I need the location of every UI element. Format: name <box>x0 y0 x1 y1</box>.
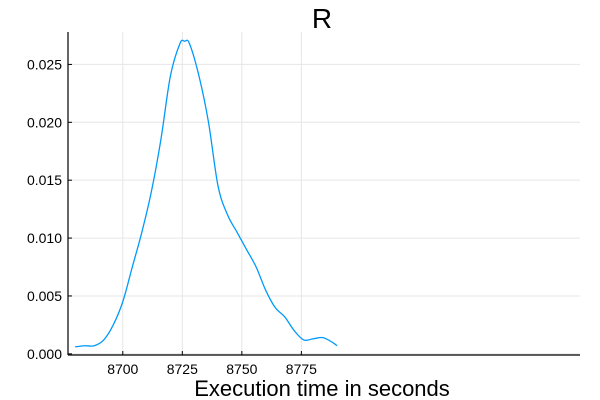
y-tick-label: 0.015 <box>27 172 62 188</box>
y-tick-labels: 0.000 0.005 0.010 0.015 0.020 0.025 <box>27 56 72 362</box>
x-tick-label: 8725 <box>167 361 198 377</box>
chart-title: R <box>312 3 332 34</box>
x-tick-label: 8775 <box>286 361 317 377</box>
y-tick-label: 0.000 <box>27 346 62 362</box>
y-tick-label: 0.005 <box>27 288 62 304</box>
density-line <box>75 39 338 348</box>
series-lines <box>75 39 338 348</box>
y-tick-label: 0.025 <box>27 56 62 72</box>
grid-lines <box>68 32 580 355</box>
y-tick-label: 0.010 <box>27 230 62 246</box>
y-tick-label: 0.020 <box>27 114 62 130</box>
x-tick-label: 8750 <box>226 361 257 377</box>
x-tick-label: 8700 <box>107 361 138 377</box>
x-tick-labels: 8700 8725 8750 8775 <box>107 351 317 377</box>
x-axis-label: Execution time in seconds <box>194 376 450 400</box>
axes <box>67 32 580 356</box>
